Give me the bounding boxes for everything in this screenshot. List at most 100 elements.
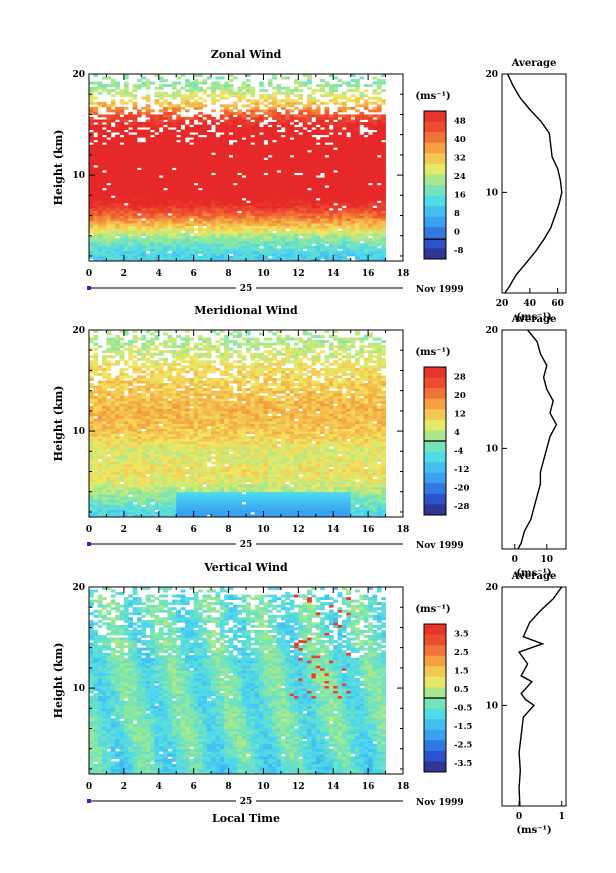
heatmap-cell bbox=[272, 167, 277, 171]
heatmap-cell bbox=[115, 185, 120, 189]
heatmap-cell bbox=[267, 142, 273, 146]
heatmap-cell bbox=[359, 250, 365, 254]
heatmap-cell bbox=[128, 223, 134, 227]
heatmap-cell bbox=[250, 180, 256, 184]
heatmap-cell bbox=[272, 175, 277, 179]
heatmap-cell bbox=[311, 248, 317, 252]
heatmap-cell bbox=[102, 152, 107, 156]
heatmap-cell bbox=[307, 205, 312, 209]
heatmap-cell bbox=[363, 124, 369, 128]
heatmap-cell bbox=[150, 238, 155, 242]
heatmap-cell bbox=[110, 164, 116, 168]
heatmap-cell bbox=[263, 225, 269, 229]
heatmap-cell bbox=[337, 162, 343, 166]
heatmap-cell bbox=[311, 109, 317, 113]
heatmap-cell bbox=[280, 494, 286, 498]
heatmap-cell bbox=[289, 142, 295, 146]
heatmap-cell bbox=[150, 200, 155, 204]
heatmap-cell bbox=[132, 147, 138, 151]
heatmap-cell bbox=[263, 230, 269, 234]
heatmap-cell bbox=[211, 195, 216, 199]
heatmap-cell bbox=[163, 106, 168, 110]
heatmap-cell bbox=[289, 144, 295, 148]
heatmap-cell bbox=[328, 147, 334, 151]
heatmap-cell bbox=[355, 96, 360, 100]
heatmap-cell bbox=[115, 255, 120, 259]
heatmap-cell bbox=[363, 499, 369, 503]
heatmap-cell bbox=[372, 76, 378, 80]
heatmap-cell bbox=[254, 509, 260, 513]
heatmap-cell bbox=[89, 96, 94, 100]
heatmap-cell bbox=[232, 116, 238, 120]
heatmap-cell bbox=[167, 106, 173, 110]
heatmap-cell bbox=[355, 99, 360, 103]
heatmap-cell bbox=[110, 509, 116, 513]
heatmap-cell bbox=[363, 238, 369, 242]
heatmap-cell bbox=[115, 197, 120, 201]
heatmap-cell bbox=[237, 504, 243, 508]
heatmap-cell bbox=[180, 253, 186, 257]
heatmap-cell bbox=[232, 494, 238, 498]
heatmap-cell bbox=[163, 228, 168, 232]
heatmap-cell bbox=[119, 212, 125, 216]
heatmap-cell bbox=[320, 223, 325, 227]
heatmap-cell bbox=[93, 81, 99, 85]
heatmap-cell bbox=[372, 182, 378, 186]
heatmap-cell bbox=[211, 225, 216, 229]
heatmap-cell bbox=[315, 119, 321, 123]
heatmap-cell bbox=[372, 144, 378, 148]
heatmap-cell bbox=[381, 233, 386, 237]
heatmap-cell bbox=[363, 225, 369, 229]
heatmap-cell bbox=[363, 496, 369, 500]
heatmap-cell bbox=[184, 225, 190, 229]
heatmap-cell bbox=[224, 207, 229, 211]
colorbar-band bbox=[424, 142, 446, 154]
heatmap-cell bbox=[224, 109, 229, 113]
heatmap-cell bbox=[259, 235, 264, 239]
colorbar-band bbox=[424, 237, 446, 249]
heatmap-cell bbox=[293, 499, 299, 503]
heatmap-cell bbox=[328, 243, 334, 247]
heatmap-cell bbox=[106, 212, 112, 216]
heatmap-cell bbox=[215, 144, 221, 148]
heatmap-cell bbox=[176, 220, 181, 224]
y-tick-label: 20 bbox=[72, 70, 85, 80]
heatmap-cell bbox=[228, 116, 234, 120]
heatmap-cell bbox=[132, 182, 138, 186]
heatmap-cell bbox=[198, 142, 203, 146]
heatmap-cell bbox=[315, 491, 321, 495]
heatmap-cell bbox=[346, 225, 352, 229]
heatmap-cell bbox=[158, 235, 164, 239]
heatmap-cell bbox=[320, 202, 325, 206]
heatmap-cell bbox=[311, 91, 317, 95]
heatmap-cell bbox=[136, 152, 142, 156]
heatmap-cell bbox=[285, 76, 291, 80]
heatmap-cell bbox=[320, 167, 325, 171]
heatmap-cell bbox=[254, 202, 260, 206]
heatmap-cell bbox=[368, 175, 373, 179]
heatmap-cell bbox=[259, 496, 264, 500]
heatmap-cell bbox=[311, 240, 317, 244]
heatmap-cell bbox=[315, 172, 321, 176]
heatmap-cell bbox=[180, 238, 186, 242]
heatmap-cell bbox=[171, 218, 177, 221]
heatmap-cell bbox=[315, 210, 321, 214]
heatmap-cell bbox=[115, 509, 120, 513]
heatmap-cell bbox=[154, 139, 160, 143]
heatmap-cell bbox=[246, 149, 251, 153]
heatmap-cell bbox=[237, 243, 243, 247]
heatmap-cell bbox=[376, 124, 382, 128]
heatmap-cell bbox=[189, 220, 195, 224]
heatmap-cell bbox=[136, 142, 142, 146]
heatmap-cell bbox=[315, 162, 321, 166]
heatmap-cell bbox=[145, 230, 151, 234]
heatmap-cell bbox=[381, 205, 386, 209]
heatmap-cell bbox=[307, 109, 312, 113]
heatmap-cell bbox=[150, 504, 155, 508]
heatmap-cell bbox=[355, 212, 360, 216]
heatmap-cell bbox=[285, 491, 291, 495]
heatmap-cell bbox=[206, 509, 212, 513]
heatmap-cell bbox=[211, 248, 216, 252]
heatmap-cell bbox=[224, 233, 229, 237]
heatmap-cell bbox=[237, 187, 243, 191]
